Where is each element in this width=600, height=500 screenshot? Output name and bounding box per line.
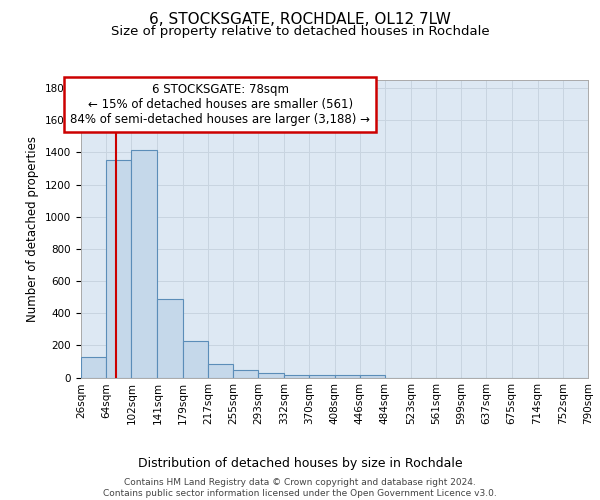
Text: Distribution of detached houses by size in Rochdale: Distribution of detached houses by size …: [137, 458, 463, 470]
Bar: [106, 160, 131, 378]
Bar: [131, 150, 157, 378]
Bar: [157, 298, 182, 378]
Y-axis label: Number of detached properties: Number of detached properties: [26, 136, 40, 322]
Text: 6 STOCKSGATE: 78sqm
← 15% of detached houses are smaller (561)
84% of semi-detac: 6 STOCKSGATE: 78sqm ← 15% of detached ho…: [70, 83, 370, 126]
Bar: [309, 374, 335, 378]
Text: 6, STOCKSGATE, ROCHDALE, OL12 7LW: 6, STOCKSGATE, ROCHDALE, OL12 7LW: [149, 12, 451, 28]
Bar: [233, 370, 258, 378]
Bar: [284, 374, 309, 378]
Bar: [360, 374, 385, 378]
Text: Size of property relative to detached houses in Rochdale: Size of property relative to detached ho…: [110, 25, 490, 38]
Bar: [81, 356, 106, 378]
Bar: [208, 364, 233, 378]
Bar: [182, 340, 208, 378]
Text: Contains HM Land Registry data © Crown copyright and database right 2024.
Contai: Contains HM Land Registry data © Crown c…: [103, 478, 497, 498]
Bar: [258, 374, 284, 378]
Bar: [335, 374, 360, 378]
